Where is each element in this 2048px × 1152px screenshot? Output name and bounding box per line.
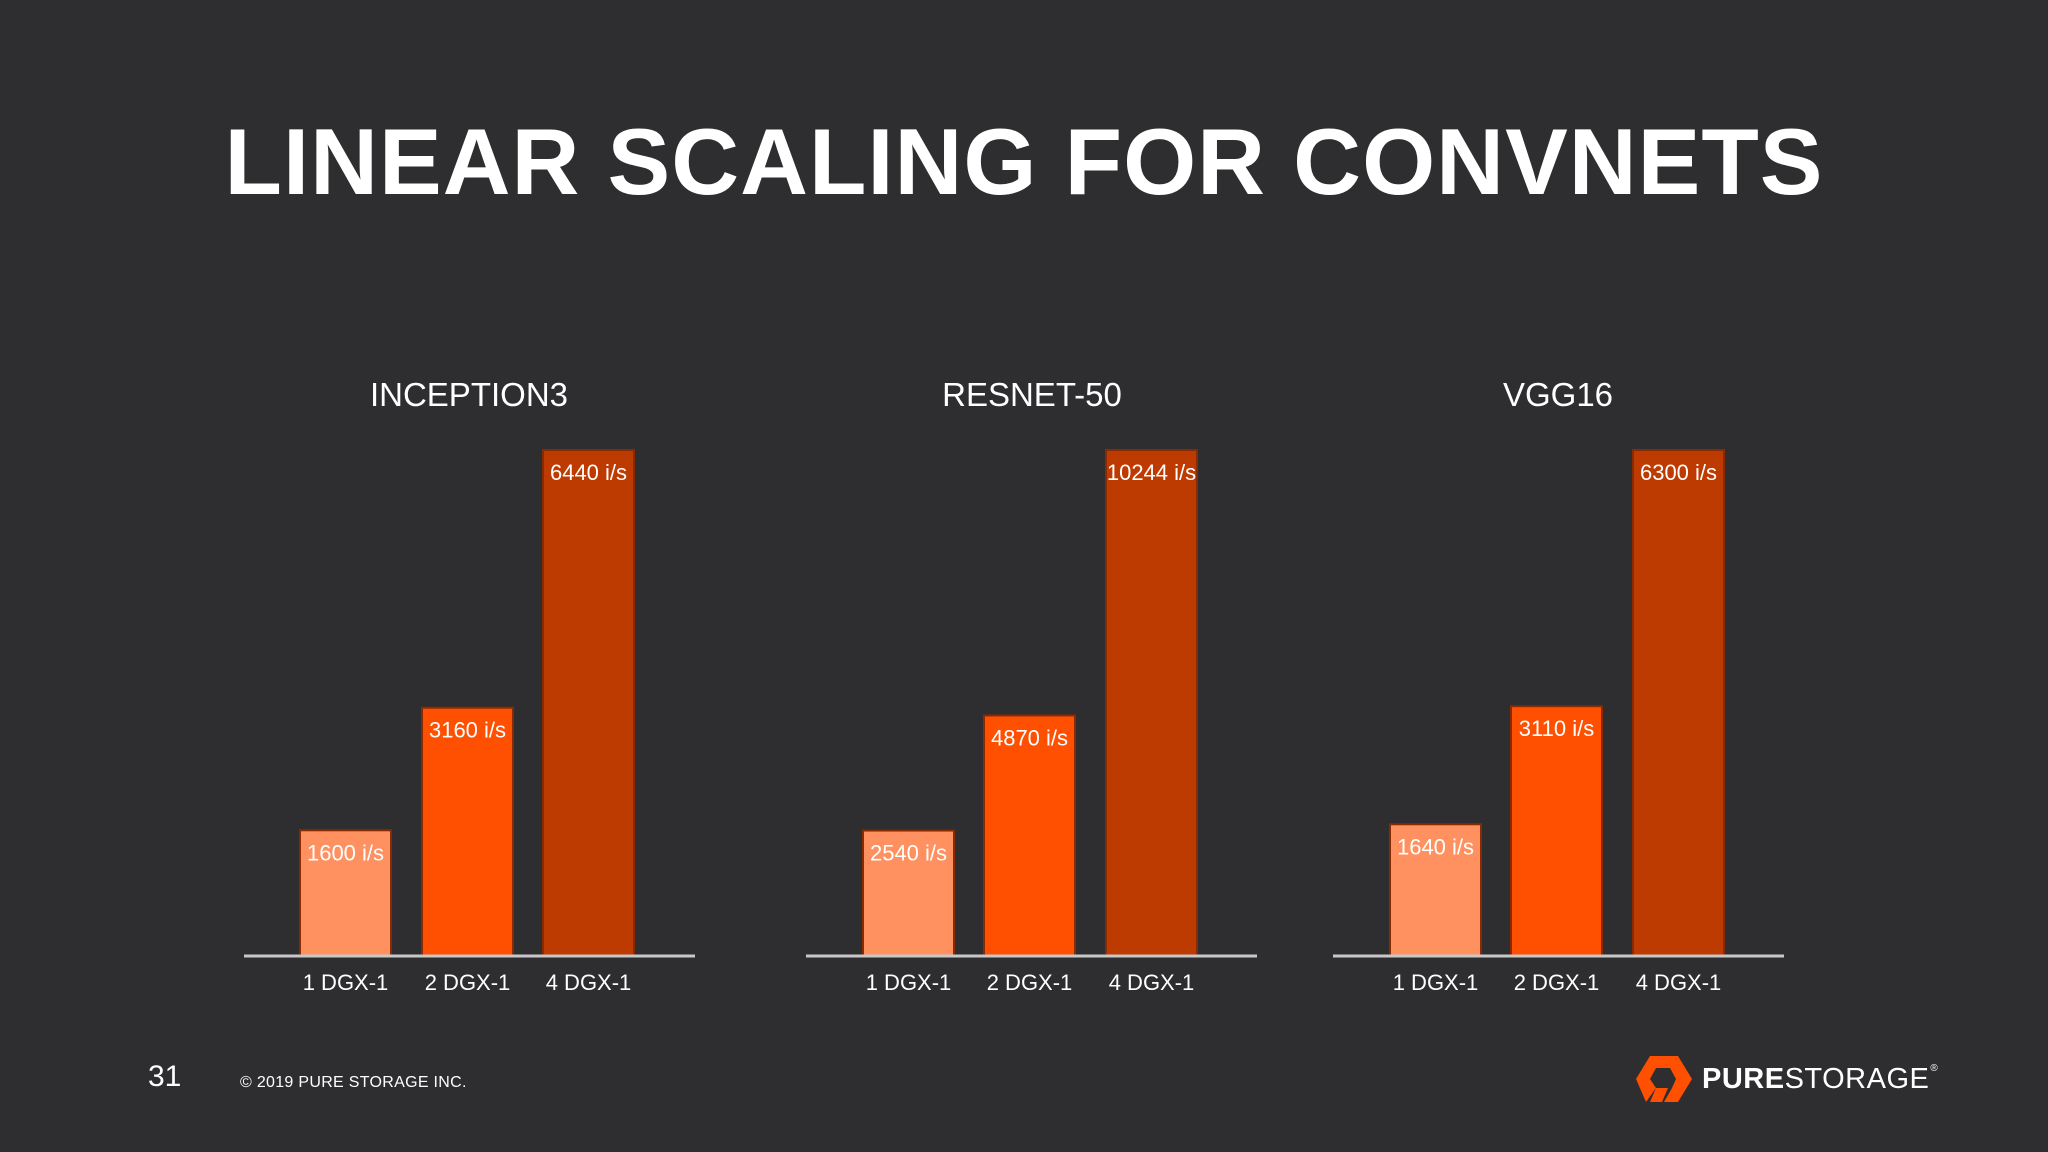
category-label: 4 DGX-1 [1109,970,1195,995]
logo-wordmark-light: STORAGE [1784,1062,1930,1095]
bar [983,714,1076,958]
bar [421,706,514,958]
category-label: 1 DGX-1 [866,970,952,995]
bar-data-label: 6440 i/s [550,460,627,485]
bar-data-label: 10244 i/s [1107,460,1196,485]
category-label: 4 DGX-1 [1636,970,1722,995]
bar [299,829,392,957]
bar [542,449,635,957]
copyright-text: © 2019 PURE STORAGE INC. [240,1074,467,1091]
logo-wordmark-bold: PURE [1702,1062,1785,1095]
pure-storage-logo-icon [1636,1056,1692,1102]
bar-data-label: 2540 i/s [870,841,947,866]
category-label: 1 DGX-1 [1393,970,1479,995]
page-number: 31 [148,1060,182,1093]
chart-title: VGG16 [1503,376,1613,413]
pure-storage-logo: PURESTORAGE® [1636,1054,1938,1104]
bar-data-label: 3160 i/s [429,718,506,743]
category-label: 4 DGX-1 [546,970,632,995]
bar [1105,449,1198,957]
category-label: 2 DGX-1 [987,970,1073,995]
chart-title: RESNET-50 [942,376,1122,413]
bar-data-label: 1640 i/s [1397,834,1474,859]
bar-data-label: 3110 i/s [1519,716,1594,741]
bar-data-label: 4870 i/s [991,725,1068,750]
bar-data-label: 1600 i/s [307,840,384,865]
chart-title: INCEPTION3 [370,376,568,413]
logo-wordmark: PURESTORAGE® [1702,1063,1938,1096]
category-label: 2 DGX-1 [425,970,511,995]
slide-title: LINEAR SCALING FOR CONVNETS [224,109,1824,214]
bar-data-label: 6300 i/s [1640,460,1717,485]
category-label: 2 DGX-1 [1514,970,1600,995]
bar [1510,705,1603,958]
logo-registered-mark: ® [1930,1062,1939,1074]
bar [1632,449,1725,957]
bar [1389,823,1482,957]
category-label: 1 DGX-1 [303,970,389,995]
